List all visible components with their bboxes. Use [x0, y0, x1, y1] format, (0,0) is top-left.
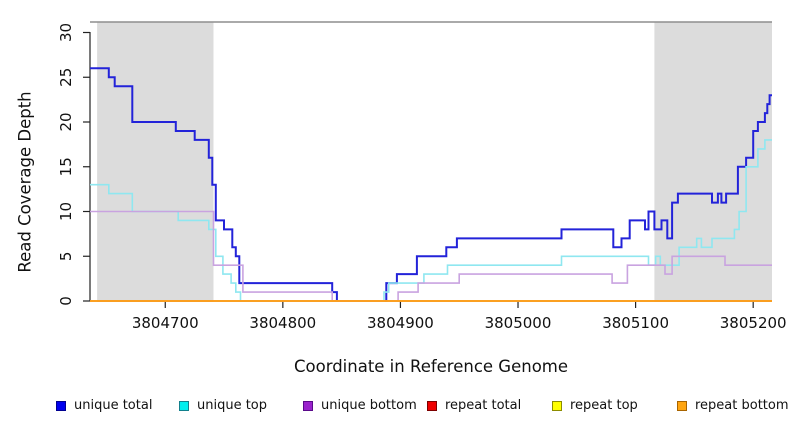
- legend-entry-unique-total: unique total: [56, 398, 152, 413]
- legend-swatch-repeat-top: [552, 400, 562, 411]
- shaded-repeat-region: [654, 22, 772, 302]
- legend-entry-repeat-top: repeat top: [552, 398, 638, 413]
- y-tick-label: 30: [57, 23, 75, 42]
- legend-entry-repeat-bottom: repeat bottom: [677, 398, 789, 413]
- legend-swatch-unique-bottom: [303, 400, 313, 411]
- series-unique-bottom-line: [90, 210, 772, 302]
- legend-entry-repeat-total: repeat total: [427, 398, 521, 413]
- legend-label-unique-top: unique top: [197, 398, 268, 413]
- legend-label-repeat-total: repeat total: [445, 398, 522, 413]
- series-unique-top-line: [90, 139, 772, 302]
- shaded-repeat-region: [97, 22, 214, 302]
- series-unique-total-line: [90, 67, 772, 302]
- legend-swatch-unique-total: [56, 400, 66, 411]
- x-tick-label: 3804800: [249, 314, 316, 332]
- x-tick-label: 3804700: [132, 314, 199, 332]
- y-tick-label: 10: [57, 202, 75, 221]
- y-tick-label: 0: [57, 296, 75, 306]
- legend-label-repeat-top: repeat top: [570, 398, 638, 413]
- legend: unique total unique top unique bottom re…: [0, 398, 792, 420]
- y-tick-label: 25: [57, 68, 75, 87]
- x-tick-label: 3805000: [485, 314, 552, 332]
- legend-label-unique-total: unique total: [74, 398, 153, 413]
- legend-entry-unique-bottom: unique bottom: [303, 398, 417, 413]
- legend-label-unique-bottom: unique bottom: [321, 398, 417, 413]
- x-tick-label: 3805200: [720, 314, 787, 332]
- x-tick-label: 3804900: [367, 314, 434, 332]
- x-tick-label: 3805100: [602, 314, 669, 332]
- legend-swatch-unique-top: [179, 400, 189, 411]
- y-tick-label: 5: [57, 252, 75, 262]
- legend-swatch-repeat-total: [427, 400, 437, 411]
- legend-swatch-repeat-bottom: [677, 400, 687, 411]
- y-tick-label: 15: [57, 157, 75, 176]
- legend-entry-unique-top: unique top: [179, 398, 267, 413]
- y-axis-title: Read Coverage Depth: [15, 91, 35, 273]
- y-tick-label: 20: [57, 112, 75, 131]
- legend-label-repeat-bottom: repeat bottom: [695, 398, 789, 413]
- x-axis-title: Coordinate in Reference Genome: [293, 357, 569, 376]
